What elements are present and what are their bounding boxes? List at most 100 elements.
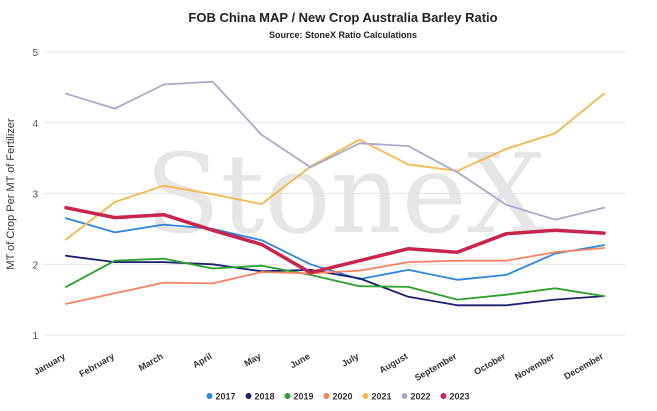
data-point-2019 bbox=[603, 295, 605, 297]
legend-marker-2021 bbox=[362, 393, 369, 399]
series-line-2023 bbox=[64, 205, 606, 275]
data-point-2018 bbox=[211, 263, 214, 266]
y-tick-label: 3 bbox=[32, 190, 38, 201]
data-point-2023 bbox=[407, 247, 410, 250]
legend-label-2019: 2019 bbox=[294, 392, 314, 402]
data-point-2019 bbox=[505, 293, 507, 296]
x-tick-label: March bbox=[137, 351, 165, 373]
data-point-2021 bbox=[211, 193, 214, 196]
data-point-2018 bbox=[163, 261, 165, 263]
data-point-2021 bbox=[358, 138, 361, 141]
y-tick-label: 1 bbox=[32, 331, 38, 342]
data-point-2023 bbox=[113, 216, 117, 219]
series-line-2021 bbox=[65, 92, 605, 241]
data-point-2020 bbox=[65, 303, 67, 305]
data-point-2017 bbox=[456, 279, 459, 281]
data-point-2022 bbox=[211, 80, 214, 83]
data-point-2023 bbox=[309, 271, 312, 274]
data-point-2017 bbox=[505, 274, 507, 276]
legend-label-2018: 2018 bbox=[255, 392, 275, 402]
data-point-2018 bbox=[407, 295, 410, 298]
data-point-2021 bbox=[407, 163, 410, 166]
data-point-2022 bbox=[309, 166, 312, 169]
data-point-2017 bbox=[603, 244, 605, 246]
data-point-2019 bbox=[211, 267, 214, 270]
y-axis-label: MT of Crop Per MT of Fertilizer bbox=[5, 118, 17, 270]
data-point-2017 bbox=[407, 269, 410, 271]
data-point-2022 bbox=[260, 133, 263, 136]
data-point-2022 bbox=[114, 107, 116, 110]
data-point-2023 bbox=[553, 229, 557, 232]
legend-label-2022: 2022 bbox=[411, 392, 431, 402]
series-line-2018 bbox=[65, 254, 605, 307]
y-axis-ticks: 1 2 3 4 5 bbox=[32, 48, 38, 342]
data-point-2022 bbox=[358, 142, 361, 145]
y-tick-label: 2 bbox=[32, 260, 38, 271]
data-point-2020 bbox=[163, 281, 165, 284]
x-tick-label: October bbox=[472, 351, 507, 377]
data-point-2020 bbox=[456, 259, 459, 262]
data-point-2020 bbox=[505, 259, 507, 262]
x-tick-label: November bbox=[513, 351, 557, 382]
x-tick-label: July bbox=[340, 351, 361, 369]
data-point-2023 bbox=[504, 232, 508, 236]
series-line-2019 bbox=[65, 257, 605, 301]
data-point-2017 bbox=[163, 223, 165, 226]
data-point-2017 bbox=[65, 217, 67, 220]
data-point-2021 bbox=[603, 92, 605, 95]
data-point-2020 bbox=[211, 282, 214, 285]
y-tick-label: 5 bbox=[32, 48, 38, 59]
data-point-2019 bbox=[358, 285, 361, 287]
data-point-2018 bbox=[309, 269, 312, 271]
data-point-2019 bbox=[407, 286, 410, 288]
x-axis-ticks: January February March April May June July Augu… bbox=[32, 351, 605, 383]
legend: 2017 2018 2019 2020 2021 2022 2023 bbox=[206, 392, 470, 402]
data-point-2022 bbox=[65, 92, 67, 95]
data-point-2018 bbox=[505, 304, 507, 307]
chart-title: FOB China MAP / New Crop Australia Barle… bbox=[188, 10, 497, 25]
data-point-2023 bbox=[162, 213, 166, 216]
y-tick-label: 4 bbox=[32, 119, 38, 130]
data-point-2020 bbox=[114, 292, 116, 295]
data-point-2019 bbox=[114, 259, 116, 262]
data-point-2020 bbox=[407, 261, 410, 263]
x-tick-label: May bbox=[242, 351, 262, 368]
legend-marker-2020 bbox=[323, 393, 330, 399]
data-point-2023 bbox=[358, 259, 361, 262]
series-lines bbox=[64, 80, 606, 307]
data-point-2022 bbox=[505, 204, 507, 206]
data-point-2020 bbox=[554, 251, 556, 254]
data-point-2018 bbox=[456, 304, 459, 307]
data-point-2017 bbox=[309, 263, 312, 266]
data-point-2021 bbox=[505, 148, 507, 150]
data-point-2019 bbox=[309, 274, 312, 276]
data-point-2020 bbox=[358, 269, 361, 272]
series-line-2020 bbox=[65, 247, 605, 305]
x-tick-label: February bbox=[78, 351, 116, 379]
legend-label-2017: 2017 bbox=[216, 392, 236, 402]
data-point-2023 bbox=[602, 231, 606, 235]
legend-marker-2017 bbox=[206, 393, 213, 399]
data-point-2023 bbox=[260, 243, 263, 246]
legend-marker-2022 bbox=[401, 393, 408, 399]
grid-lines bbox=[44, 51, 626, 336]
data-point-2021 bbox=[114, 201, 116, 203]
x-tick-label: December bbox=[562, 351, 605, 382]
data-point-2022 bbox=[554, 218, 556, 221]
data-point-2021 bbox=[65, 238, 67, 241]
data-point-2017 bbox=[554, 252, 556, 255]
data-point-2022 bbox=[456, 171, 459, 174]
data-point-2021 bbox=[554, 132, 556, 135]
data-point-2018 bbox=[554, 298, 556, 301]
data-point-2022 bbox=[407, 145, 410, 147]
legend-marker-2018 bbox=[245, 393, 252, 399]
legend-marker-2023 bbox=[440, 393, 447, 399]
data-point-2019 bbox=[65, 286, 67, 288]
legend-label-2021: 2021 bbox=[372, 392, 392, 402]
data-point-2023 bbox=[211, 229, 214, 232]
data-point-2023 bbox=[64, 206, 68, 209]
chart-subtitle: Source: StoneX Ratio Calculations bbox=[269, 30, 417, 40]
data-point-2019 bbox=[260, 264, 263, 267]
x-tick-label: April bbox=[191, 351, 214, 370]
